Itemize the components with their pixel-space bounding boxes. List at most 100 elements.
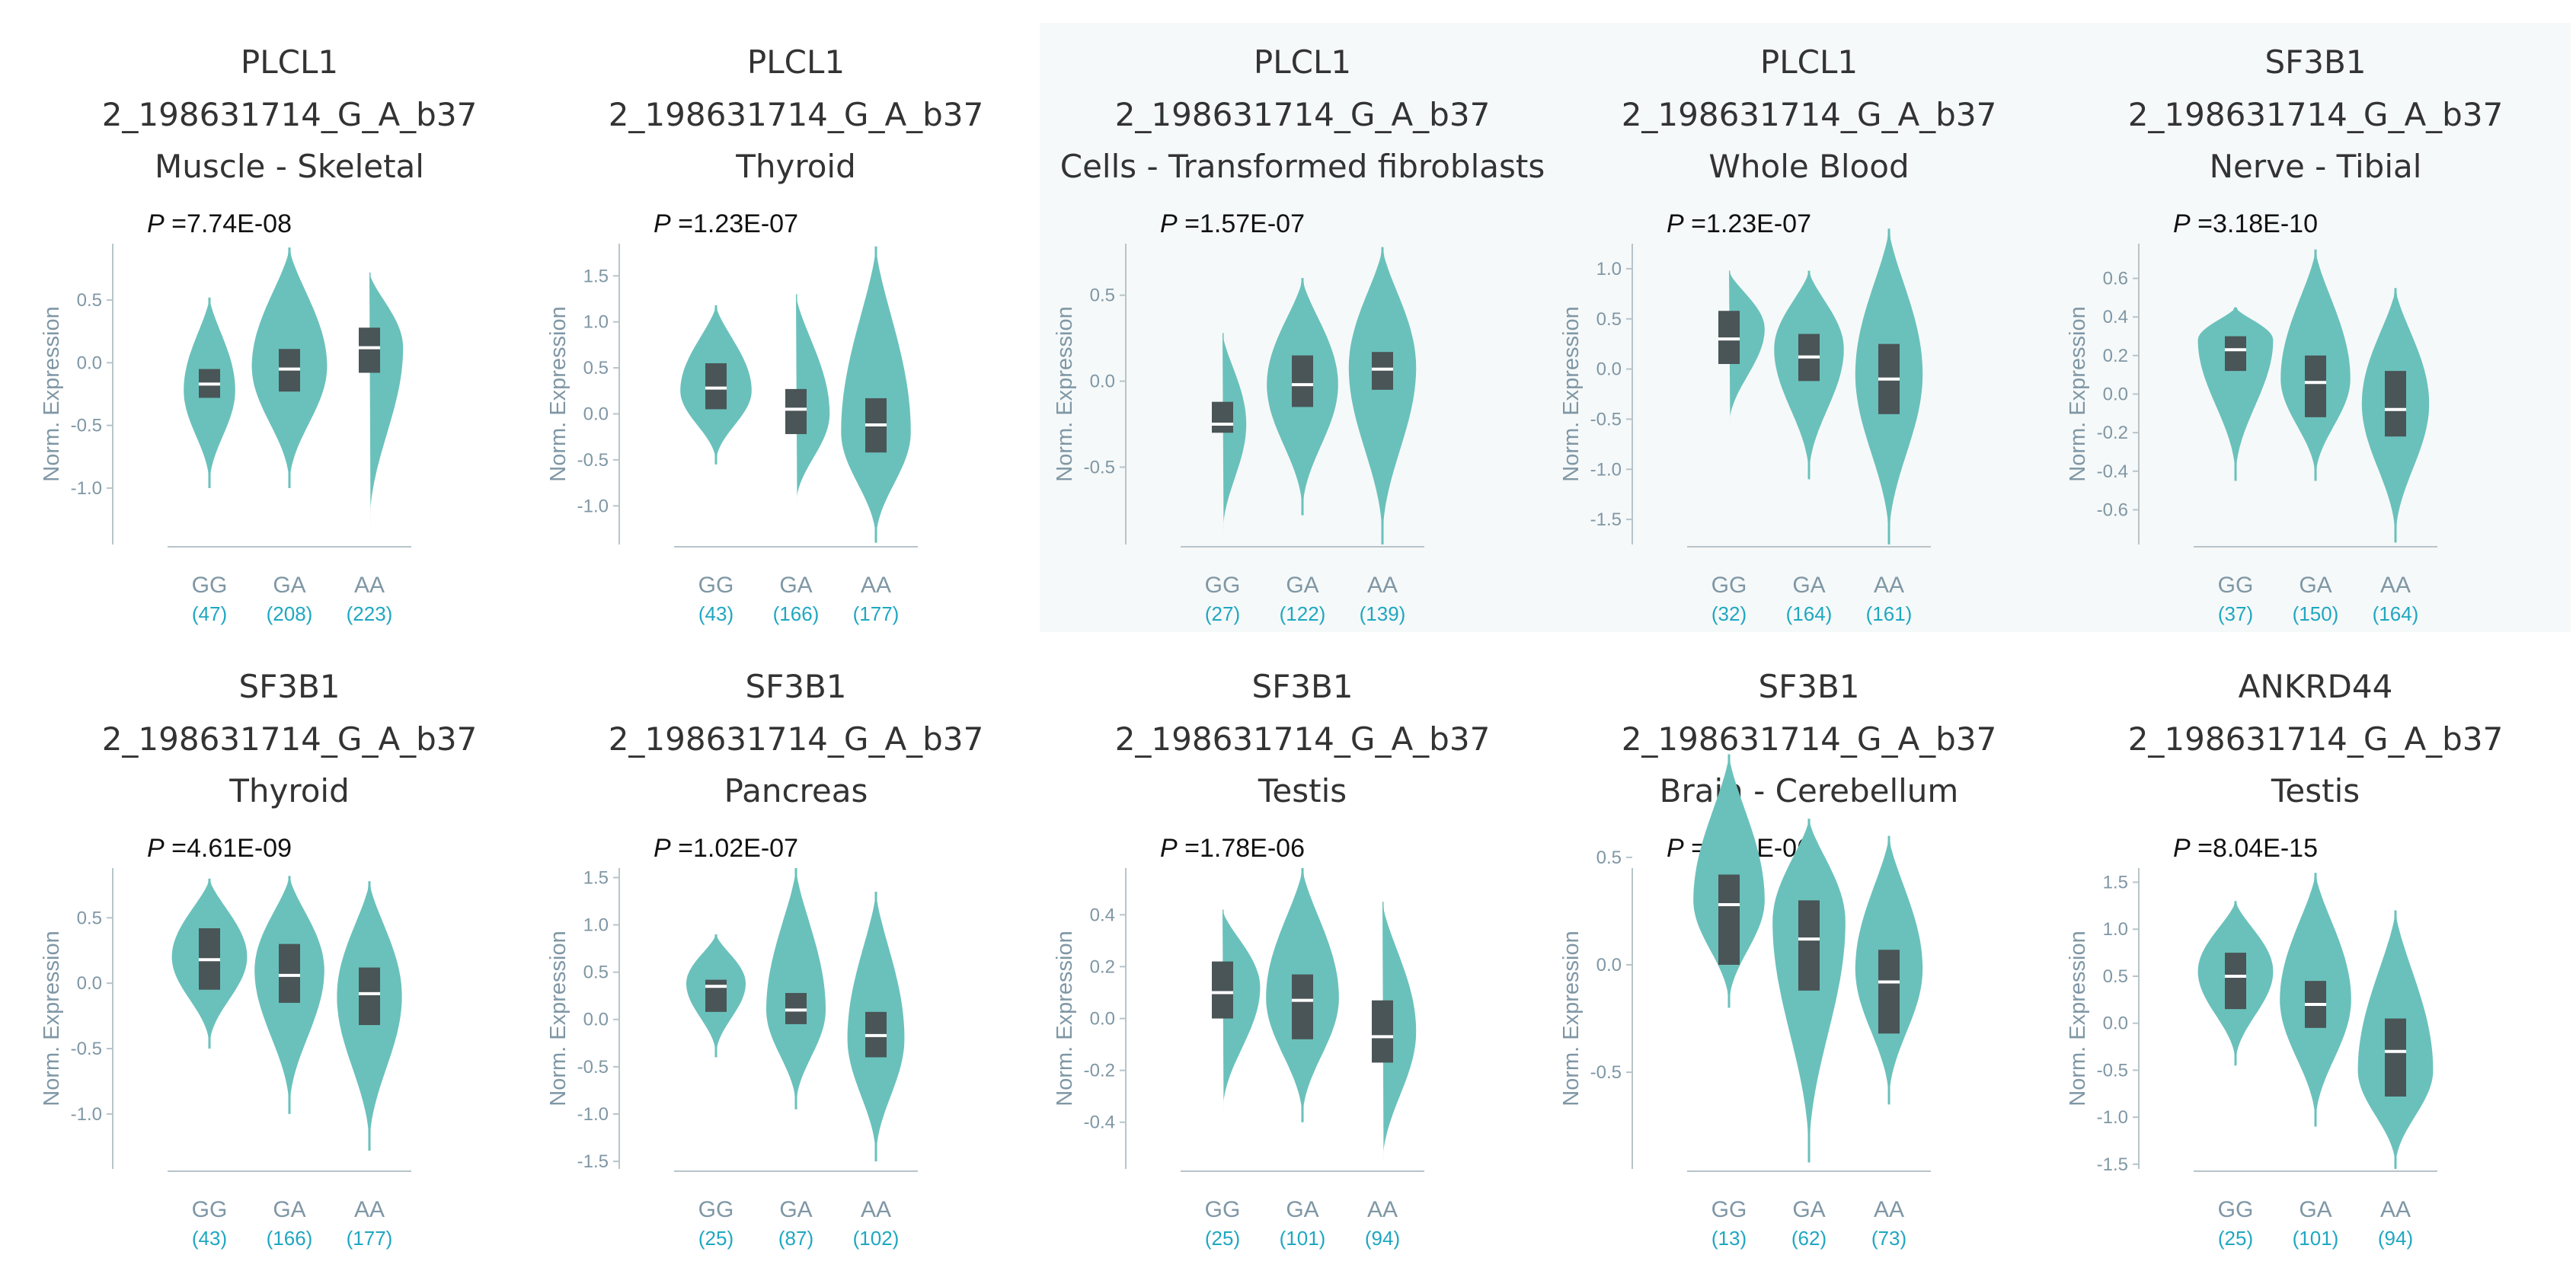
p-symbol: P [1160,209,1178,238]
y-tick-label: 0.0 [1090,372,1115,392]
y-tick-label: -0.2 [1084,1061,1115,1081]
iqr-box-GA [1292,974,1313,1039]
variant-title: 2_198631714_G_A_b37 [102,96,478,133]
tissue-title: Muscle - Skeletal [155,148,424,185]
y-tick-label: -1.5 [2097,1154,2128,1175]
chart-panel-3: PLCL1 2_198631714_G_A_b37 Cells - Transfor… [1053,43,1545,625]
sample-count-label: (25) [698,1227,733,1250]
sample-count-label: (87) [778,1227,813,1250]
sample-count-label: (101) [1280,1227,1326,1250]
genotype-label: GG [1205,1197,1241,1222]
y-tick-label: 0.6 [2103,269,2128,289]
p-symbol: P [2173,834,2191,863]
y-tick-label: -1.0 [71,478,102,499]
variant-title: 2_198631714_G_A_b37 [1622,720,1997,758]
tissue-title: Thyroid [229,772,350,809]
genotype-label: AA [1874,1197,1904,1222]
y-axis-label: Norm. Expression [2066,931,2090,1106]
sample-count-label: (94) [2378,1227,2413,1250]
y-tick-label: -0.4 [2097,461,2128,482]
y-tick-label: 0.5 [583,358,609,378]
p-value-label: P =3.18E-10 [2173,209,2318,238]
sample-count-label: (164) [1786,602,1833,625]
y-axis-label: Norm. Expression [1053,306,1077,481]
y-tick-label: -0.5 [71,1039,102,1059]
y-tick-label: -0.5 [2097,1060,2128,1081]
genotype-label: AA [1367,1197,1398,1222]
genotype-label: GA [1286,1197,1318,1222]
genotype-label: GG [2218,1197,2254,1222]
chart-panel-9: SF3B1 2_198631714_G_A_b37 Brain - Cerebell… [1559,668,1996,1250]
sample-count-label: (122) [1280,602,1326,625]
y-tick-label: 0.5 [1596,848,1622,868]
genotype-label: GG [1711,1197,1747,1222]
genotype-label: AA [2380,573,2411,598]
y-tick-label: -1.0 [577,496,609,516]
p-value-label: P =1.23E-07 [1667,209,1811,238]
sample-count-label: (13) [1711,1227,1747,1250]
gene-title: SF3B1 [1758,668,1859,705]
tissue-title: Whole Blood [1708,148,1909,185]
genotype-label: GA [1792,1197,1825,1222]
violin-GG [1222,333,1247,536]
iqr-box-GA [1292,355,1313,407]
iqr-box-GA [279,944,300,1003]
y-tick-label: -0.5 [577,1057,609,1078]
y-tick-label: 0.4 [1090,905,1115,925]
genotype-label: GG [698,1197,734,1222]
y-tick-label: 0.0 [1596,955,1622,975]
iqr-box-AA [2385,371,2406,437]
y-axis-label: Norm. Expression [2066,306,2090,481]
p-value-label: P =8.04E-15 [2173,834,2318,863]
y-tick-label: 1.0 [1596,259,1622,279]
y-tick-label: -0.6 [2097,500,2128,520]
genotype-label: GG [1711,573,1747,598]
y-tick-label: 0.0 [1090,1009,1115,1030]
p-symbol: P [147,209,165,238]
y-tick-label: -0.2 [2097,423,2128,443]
p-value: =4.61E-09 [165,834,292,863]
violin-GA [796,294,830,504]
y-tick-label: 0.2 [2103,346,2128,366]
gene-title: PLCL1 [241,43,338,81]
y-tick-label: 0.4 [2103,307,2128,327]
p-symbol: P [654,209,671,238]
sample-count-label: (177) [853,602,900,625]
p-value-label: P =1.23E-07 [654,209,798,238]
p-value: =1.23E-07 [1684,209,1811,238]
iqr-box-GG [2225,336,2246,372]
gene-title: PLCL1 [1760,43,1858,81]
sample-count-label: (27) [1205,602,1240,625]
p-value-label: P =4.61E-09 [147,834,292,863]
y-tick-label: -1.5 [577,1151,609,1172]
variant-title: 2_198631714_G_A_b37 [2128,720,2504,758]
genotype-label: AA [1367,573,1398,598]
p-symbol: P [1667,834,1684,863]
iqr-box-GG [705,979,727,1012]
iqr-box-GA [785,388,807,435]
y-tick-label: 1.5 [583,266,609,286]
y-tick-label: 1.5 [2103,873,2128,893]
sample-count-label: (37) [2218,602,2253,625]
sample-count-label: (150) [2293,602,2339,625]
variant-title: 2_198631714_G_A_b37 [1622,96,1997,133]
genotype-label: GA [273,573,305,598]
genotype-label: AA [1874,573,1904,598]
y-tick-label: 0.0 [583,1010,609,1030]
violin-GG [1222,909,1261,1114]
violin-GG [2197,307,2274,481]
y-tick-label: 0.5 [583,963,609,983]
p-value: =3.18E-10 [2191,209,2318,238]
p-value: =7.74E-08 [165,209,292,238]
y-tick-label: -1.0 [2097,1107,2128,1128]
sample-count-label: (73) [1871,1227,1906,1250]
y-tick-label: 1.0 [583,915,609,936]
p-value-label: P =1.78E-06 [1160,834,1305,863]
p-value: =1.23E-07 [671,209,798,238]
y-tick-label: 0.2 [1090,956,1115,977]
genotype-label: GG [2218,573,2254,598]
tissue-title: Brain - Cerebellum [1660,772,1959,809]
genotype-label: GG [192,1197,228,1222]
gene-title: SF3B1 [745,668,846,705]
sample-count-label: (62) [1791,1227,1827,1250]
